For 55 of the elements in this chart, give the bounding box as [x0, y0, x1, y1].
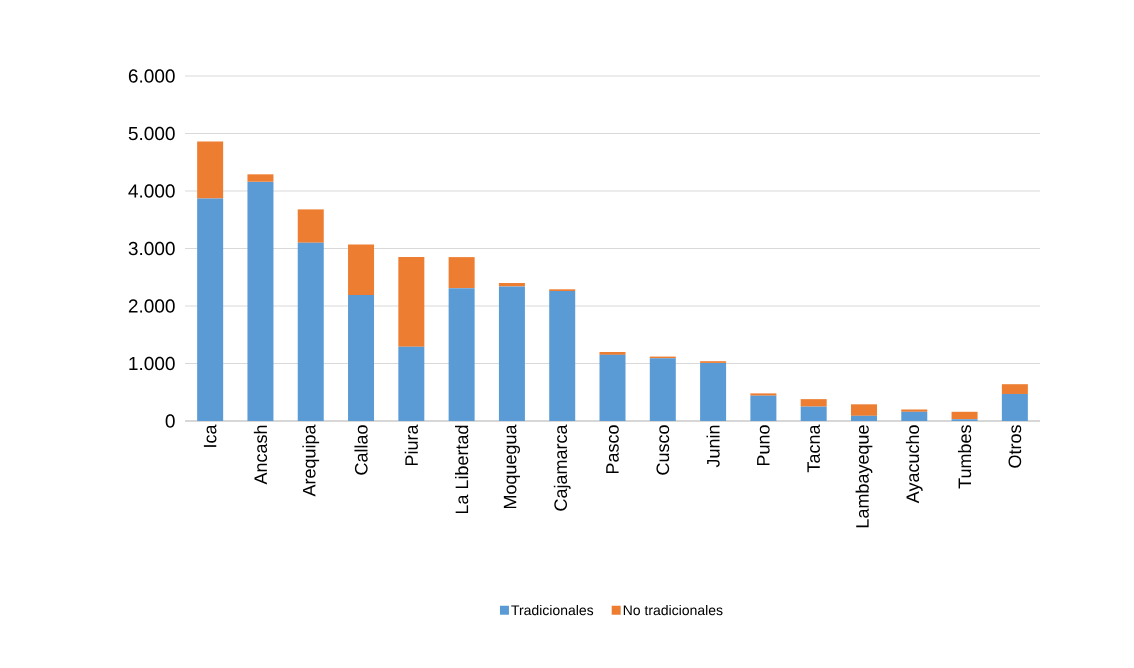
bar	[649, 358, 676, 421]
y-tick-label: 4.000	[128, 184, 175, 198]
y-tick-label: 0	[165, 414, 175, 428]
bar	[850, 415, 877, 421]
x-tick-label: Tumbes	[957, 425, 972, 489]
bar	[448, 288, 475, 421]
x-tick-label: Piura	[404, 424, 418, 466]
x-tick-label: Arequipa	[302, 424, 320, 497]
bar	[599, 351, 626, 355]
bar	[498, 286, 525, 421]
bar	[398, 346, 425, 421]
bar	[800, 406, 827, 421]
bar	[750, 395, 777, 421]
bar	[247, 181, 274, 421]
bar	[297, 209, 324, 243]
bar	[348, 295, 375, 421]
bar	[599, 354, 626, 421]
bar	[197, 198, 224, 421]
bar	[951, 411, 978, 420]
x-tick-label: Cusco	[656, 425, 670, 475]
y-tick-label: 5.000	[128, 126, 175, 141]
x-tick-label: Lambayeque	[855, 425, 873, 528]
bar	[297, 242, 324, 421]
x-tick-label: Pasco	[606, 425, 619, 474]
legend-label: Tradicionales	[511, 604, 594, 616]
bar	[448, 257, 475, 289]
x-tick-label: Cajamarca	[553, 424, 571, 511]
bar	[1001, 384, 1028, 394]
x-tick-label: Otros	[1008, 425, 1022, 468]
y-tick-label: 6.000	[128, 69, 175, 83]
bar	[700, 362, 727, 421]
legend-label: No tradicionales	[623, 604, 723, 616]
bar	[549, 291, 576, 421]
x-tick-label: Ayacucho	[905, 425, 923, 504]
bar	[750, 393, 777, 396]
bar	[197, 141, 224, 199]
x-tick-label: Puno	[757, 425, 770, 466]
x-tick-label: Tacna	[807, 424, 820, 473]
bar	[348, 244, 375, 296]
x-tick-label: La Libertad	[455, 425, 469, 514]
bar	[901, 411, 928, 421]
bar	[247, 174, 274, 182]
x-tick-label: Callao	[354, 425, 368, 475]
bar	[1001, 393, 1028, 421]
bar	[901, 409, 928, 412]
x-tick-label: Ica	[203, 424, 217, 447]
x-tick-label: Ancash	[253, 425, 268, 485]
x-tick-label: Junin	[706, 425, 720, 468]
x-tick-label: Moquegua	[503, 424, 520, 509]
y-tick-label: 1.000	[129, 356, 175, 371]
bar	[850, 404, 877, 416]
bar	[398, 257, 425, 347]
y-tick-label: 2.000	[128, 299, 175, 313]
bar	[800, 399, 827, 407]
y-tick-label: 3.000	[128, 241, 175, 256]
